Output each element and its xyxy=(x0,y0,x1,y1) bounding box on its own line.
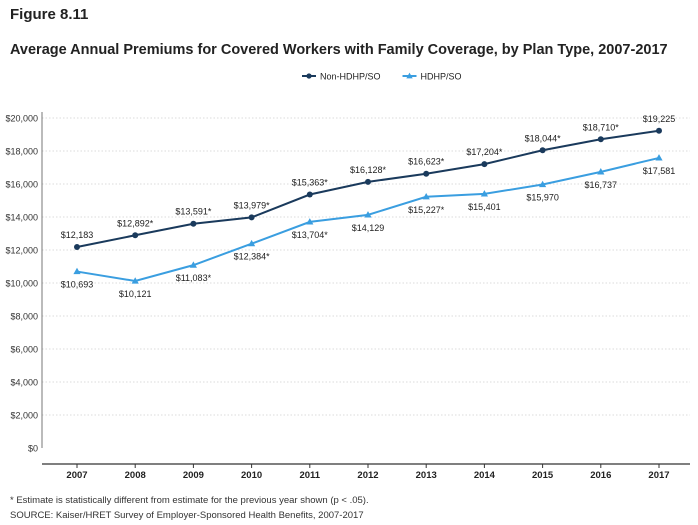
x-tick-label: 2010 xyxy=(241,470,262,481)
y-tick-label: $20,000 xyxy=(5,114,38,124)
data-label: $10,121 xyxy=(119,289,152,299)
data-label: $12,892* xyxy=(117,218,154,228)
y-tick-label: $8,000 xyxy=(10,312,38,322)
data-label: $15,970 xyxy=(526,192,559,202)
data-point xyxy=(480,190,488,197)
data-label: $18,710* xyxy=(583,122,620,132)
x-tick-label: 2012 xyxy=(357,470,378,481)
x-tick-label: 2015 xyxy=(532,470,554,481)
data-label: $17,581 xyxy=(643,166,676,176)
legend-item: HDHP/SO xyxy=(402,71,462,81)
y-tick-label: $12,000 xyxy=(5,246,38,256)
data-label: $15,227* xyxy=(408,205,445,215)
data-point xyxy=(248,214,255,221)
legend-item: Non-HDHP/SO xyxy=(302,71,381,81)
data-label: $12,183 xyxy=(61,230,94,240)
data-point xyxy=(189,261,197,268)
legend: Non-HDHP/SO HDHP/SO xyxy=(302,71,462,81)
legend-label: Non-HDHP/SO xyxy=(320,71,381,81)
data-label: $16,737 xyxy=(585,180,618,190)
x-tick-label: 2009 xyxy=(183,470,204,481)
data-point xyxy=(539,180,547,188)
data-label: $11,083* xyxy=(176,273,212,283)
y-tick-label: $18,000 xyxy=(5,147,38,157)
data-point xyxy=(131,277,139,284)
x-tick-label: 2016 xyxy=(590,470,611,481)
data-point xyxy=(364,211,372,218)
axes: $0 $2,000 $4,000 $6,000 $8,000 $10,000 $12,000… xyxy=(5,112,690,481)
x-tick-label: 2011 xyxy=(299,470,320,481)
legend-marker xyxy=(306,73,312,79)
legend-label: HDHP/SO xyxy=(421,71,462,81)
series-line xyxy=(76,156,660,283)
data-point xyxy=(597,136,604,143)
data-label: $15,401 xyxy=(468,202,501,212)
data-point xyxy=(306,218,314,225)
data-point xyxy=(73,267,81,275)
data-point xyxy=(74,243,80,250)
legend-marker xyxy=(406,72,413,79)
data-label: $19,225 xyxy=(643,114,676,124)
data-label: $14,129 xyxy=(352,223,385,233)
x-tick-label: 2008 xyxy=(125,470,146,481)
data-label: $10,693 xyxy=(61,280,94,290)
data-label: $12,384* xyxy=(234,252,271,262)
figure-label: Figure 8.11 xyxy=(10,6,89,23)
y-tick-label: $10,000 xyxy=(5,279,38,289)
data-point xyxy=(132,232,139,239)
footnote: * Estimate is statistically different fr… xyxy=(10,495,369,506)
x-tick-label: 2014 xyxy=(474,470,496,481)
y-tick-label: $16,000 xyxy=(5,180,38,190)
data-label: $13,979* xyxy=(234,200,271,210)
data-point xyxy=(422,192,430,200)
x-tick-label: 2013 xyxy=(416,470,437,481)
y-tick-label: $14,000 xyxy=(5,213,38,223)
data-point xyxy=(365,178,371,185)
data-label: $16,128* xyxy=(350,165,387,175)
x-tick-label: 2007 xyxy=(66,470,87,481)
data-point xyxy=(248,239,256,247)
y-tick-label: $0 xyxy=(28,444,38,454)
data-label: $16,623* xyxy=(408,157,445,167)
data-point xyxy=(423,170,430,177)
y-tick-label: $4,000 xyxy=(10,378,38,388)
data-label: $17,204* xyxy=(466,147,503,157)
y-tick-label: $2,000 xyxy=(10,411,38,421)
data-point xyxy=(539,147,546,154)
data-labels: $12,183 $12,892* $13,591* $13,979* $15,363* $… xyxy=(61,114,676,299)
data-label: $15,363* xyxy=(292,178,329,188)
chart-title: Average Annual Premiums for Covered Work… xyxy=(10,42,668,58)
source-note: SOURCE: Kaiser/HRET Survey of Employer-S… xyxy=(10,510,364,521)
data-label: $13,704* xyxy=(292,230,329,240)
data-label: $18,044* xyxy=(525,133,562,143)
x-tick-label: 2017 xyxy=(648,470,669,481)
data-point xyxy=(597,168,605,175)
data-point xyxy=(306,191,313,198)
data-point xyxy=(656,127,662,134)
data-point xyxy=(481,161,488,168)
line-chart: $0 $2,000 $4,000 $6,000 $8,000 $10,000 $12,000… xyxy=(5,71,690,481)
series xyxy=(73,127,663,284)
data-point xyxy=(190,220,197,227)
data-label: $13,591* xyxy=(175,207,212,217)
gridlines xyxy=(42,117,690,416)
y-tick-label: $6,000 xyxy=(10,345,38,355)
data-point xyxy=(655,154,663,161)
